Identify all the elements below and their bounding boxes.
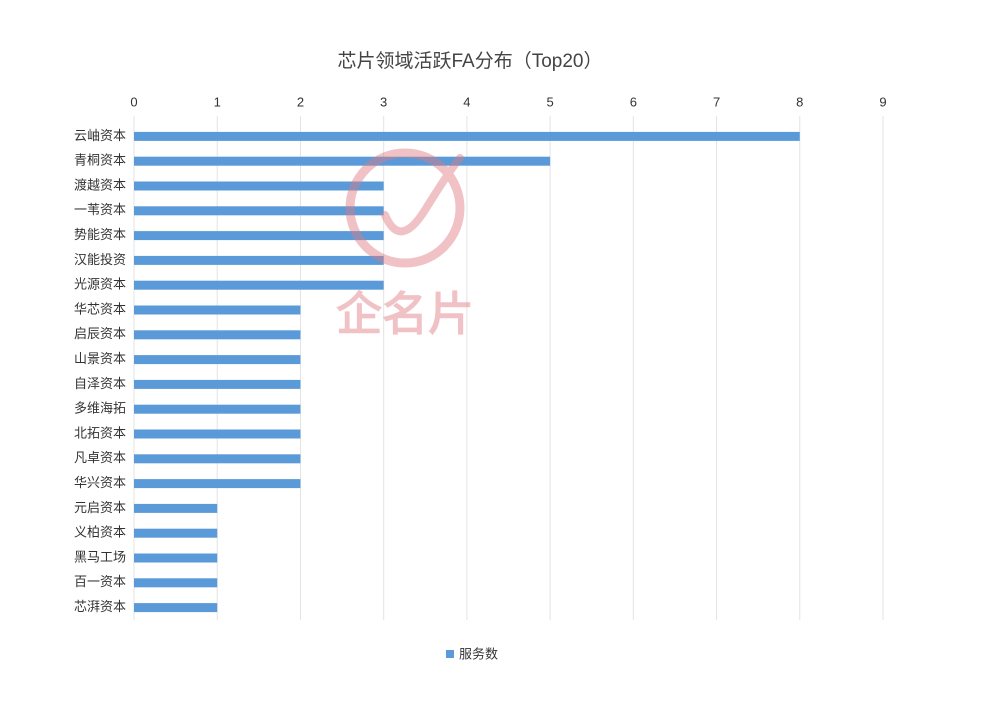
x-tick-label: 3 bbox=[380, 94, 387, 109]
bar bbox=[134, 429, 301, 439]
bar bbox=[134, 305, 301, 315]
y-tick-label: 渡越资本 bbox=[74, 177, 126, 192]
y-tick-label: 黑马工场 bbox=[74, 549, 126, 564]
y-tick-label: 云岫资本 bbox=[74, 128, 126, 143]
y-tick-label: 青桐资本 bbox=[74, 153, 126, 168]
bar bbox=[134, 181, 384, 191]
y-tick-label: 启辰资本 bbox=[74, 326, 126, 341]
x-tick-label: 1 bbox=[214, 94, 221, 109]
bar bbox=[134, 479, 301, 489]
bar bbox=[134, 255, 384, 265]
y-tick-label: 一苇资本 bbox=[74, 202, 126, 217]
x-tick-label: 4 bbox=[463, 94, 470, 109]
bar bbox=[134, 578, 218, 588]
bar bbox=[134, 206, 384, 216]
x-tick-label: 2 bbox=[297, 94, 304, 109]
y-tick-label: 凡卓资本 bbox=[74, 450, 126, 465]
watermark-stroke bbox=[381, 154, 464, 236]
watermark-circle bbox=[345, 148, 465, 268]
bar bbox=[134, 131, 800, 141]
y-tick-label: 汉能投资 bbox=[74, 252, 126, 267]
y-tick-label: 北拓资本 bbox=[74, 425, 126, 440]
bar bbox=[134, 553, 218, 563]
bar bbox=[134, 355, 301, 365]
y-tick-label: 势能资本 bbox=[74, 227, 126, 242]
y-tick-label: 光源资本 bbox=[74, 277, 126, 292]
y-tick-label: 山景资本 bbox=[74, 351, 126, 366]
bar bbox=[134, 379, 301, 389]
x-tick-label: 0 bbox=[130, 94, 137, 109]
x-tick-label: 9 bbox=[879, 94, 886, 109]
y-tick-label: 多维海拓 bbox=[74, 401, 126, 416]
watermark: 企名片 bbox=[336, 148, 474, 340]
bar bbox=[134, 330, 301, 340]
bar bbox=[134, 603, 218, 613]
watermark-text: 企名片 bbox=[336, 288, 474, 340]
x-tick-label: 5 bbox=[546, 94, 553, 109]
x-tick-label: 8 bbox=[796, 94, 803, 109]
chart-title: 芯片领域活跃FA分布（Top20） bbox=[338, 50, 603, 72]
legend-swatch bbox=[446, 650, 454, 658]
y-tick-label: 元启资本 bbox=[74, 500, 126, 515]
bar bbox=[134, 503, 218, 513]
x-tick-label: 7 bbox=[713, 94, 720, 109]
y-tick-label: 自泽资本 bbox=[74, 376, 126, 391]
y-tick-label: 芯湃资本 bbox=[74, 599, 126, 614]
bar bbox=[134, 156, 551, 166]
bar bbox=[134, 280, 384, 290]
bar bbox=[134, 528, 218, 538]
bar bbox=[134, 231, 384, 241]
bar bbox=[134, 454, 301, 464]
y-tick-label: 义柏资本 bbox=[74, 525, 126, 540]
y-tick-label: 华芯资本 bbox=[74, 301, 126, 316]
bar bbox=[134, 404, 301, 414]
x-tick-label: 6 bbox=[630, 94, 637, 109]
legend-label: 服务数 bbox=[459, 646, 498, 661]
y-tick-label: 华兴资本 bbox=[74, 475, 126, 490]
y-tick-label: 百一资本 bbox=[74, 574, 126, 589]
